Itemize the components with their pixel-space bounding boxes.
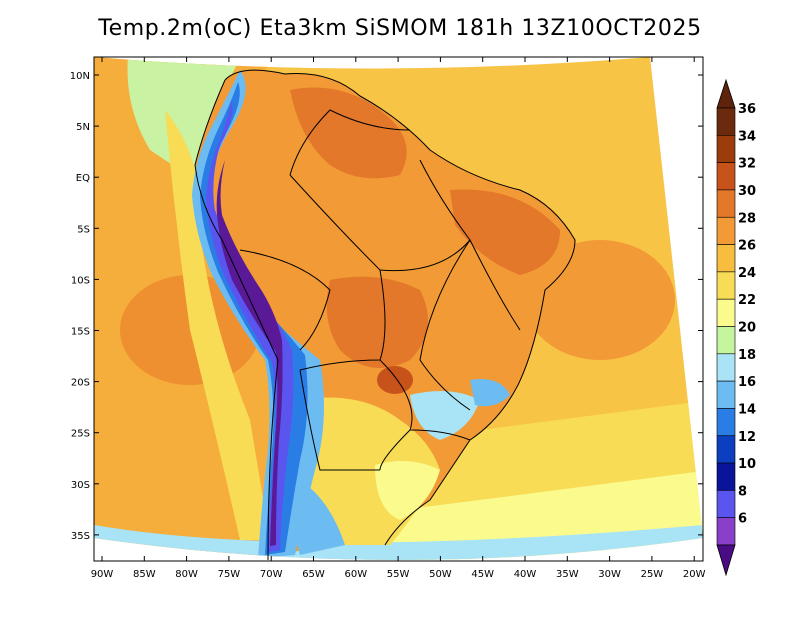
andes-peak xyxy=(216,160,283,546)
hot-northeast xyxy=(450,189,560,275)
south-cold xyxy=(94,525,703,560)
colorbar-segment xyxy=(716,189,736,218)
colorbar-segment xyxy=(716,462,736,491)
longitude-axis: 90W 85W 80W 75W 70W 65W 60W 55W 50W 45W 40W 35W 30W 2… xyxy=(91,57,706,580)
colorbar-segment xyxy=(716,298,736,327)
lat-label: 5S xyxy=(77,224,90,235)
colorbar-top-arrow xyxy=(716,78,736,109)
lon-label: 55W xyxy=(387,569,410,580)
colorbar-label: 8 xyxy=(738,484,747,499)
hot-central xyxy=(326,276,428,368)
colorbar-label: 30 xyxy=(738,184,756,199)
colorbar-label: 28 xyxy=(738,211,756,226)
lat-label: 10S xyxy=(71,275,90,286)
lon-label: 75W xyxy=(218,569,241,580)
colorbar-label: 14 xyxy=(738,402,756,417)
lat-label: 30S xyxy=(71,480,90,491)
colorbar: 36 34 32 30 28 26 24 22 20 18 16 14 12 10 8 6 xyxy=(716,78,756,577)
colorbar-label: 20 xyxy=(738,321,756,336)
colorbar-segment xyxy=(716,408,736,437)
colorbar-label: 12 xyxy=(738,430,756,445)
lon-label: 65W xyxy=(302,569,325,580)
colorbar-label: 22 xyxy=(738,293,756,308)
lat-label: 25S xyxy=(71,429,90,440)
southeast-cooler xyxy=(470,379,510,407)
lon-label: 45W xyxy=(471,569,494,580)
hottest-spot xyxy=(377,366,413,394)
lon-label: 80W xyxy=(175,569,198,580)
colorbar-label: 18 xyxy=(738,348,756,363)
lon-label: 30W xyxy=(598,569,621,580)
lon-label: 35W xyxy=(556,569,579,580)
lat-label: 15S xyxy=(71,327,90,338)
colorbar-segment xyxy=(716,353,736,382)
colorbar-label: 24 xyxy=(738,266,756,281)
lat-label: 10N xyxy=(70,71,90,82)
colorbar-segment xyxy=(716,517,736,546)
colorbar-segment xyxy=(716,162,736,191)
cool-pacific-coast xyxy=(165,110,270,540)
country-borders xyxy=(194,69,576,561)
colorbar-label: 36 xyxy=(738,102,756,117)
colorbar-label: 26 xyxy=(738,239,756,254)
lon-label: 70W xyxy=(260,569,283,580)
colorbar-segment xyxy=(716,216,736,245)
lat-label: 20S xyxy=(71,378,90,389)
colorbar-segment xyxy=(716,107,736,136)
colorbar-label: 10 xyxy=(738,457,756,472)
colorbar-segment xyxy=(716,435,736,464)
colorbar-label: 32 xyxy=(738,157,756,172)
lon-label: 85W xyxy=(133,569,156,580)
colorbar-segment xyxy=(716,271,736,300)
colorbar-label: 34 xyxy=(738,129,756,144)
lat-label: EQ xyxy=(76,173,90,184)
latitude-axis: 10N 5N EQ 5S 10S 15S 20S 25S 30S 35S xyxy=(70,71,703,542)
southeast-cool xyxy=(410,391,480,440)
lon-label: 20W xyxy=(683,569,706,580)
colorbar-segment xyxy=(716,490,736,518)
colorbar-segment xyxy=(716,380,736,409)
cool-pacific-north xyxy=(127,57,250,180)
colorbar-segment xyxy=(716,244,736,273)
lon-label: 40W xyxy=(514,569,537,580)
colorbar-label: 6 xyxy=(738,512,747,527)
lat-label: 35S xyxy=(71,531,90,542)
colorbar-segment xyxy=(716,135,736,163)
uruguay-zone xyxy=(375,461,440,520)
lon-label: 50W xyxy=(429,569,452,580)
lat-label: 5N xyxy=(76,122,90,133)
map-title: Temp.2m(oC) Eta3km SiSMOM 181h 13Z10OCT2… xyxy=(98,16,702,41)
lon-label: 90W xyxy=(91,569,114,580)
colorbar-label: 16 xyxy=(738,375,756,390)
lon-label: 60W xyxy=(344,569,367,580)
hot-amazon xyxy=(290,87,407,179)
colorbar-bottom-arrow xyxy=(716,544,736,577)
lon-label: 25W xyxy=(641,569,664,580)
colorbar-segment xyxy=(716,326,736,355)
